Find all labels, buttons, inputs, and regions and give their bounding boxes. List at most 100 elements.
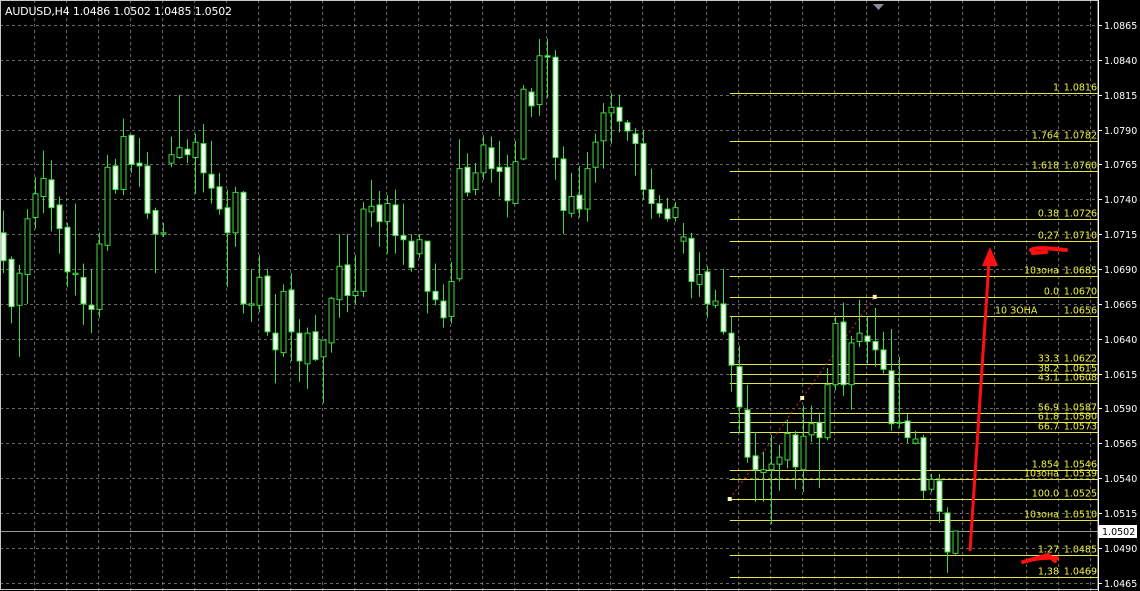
candle [856, 299, 863, 348]
candle-body-bearish [752, 455, 759, 471]
candle [592, 133, 599, 183]
fib-level-price: 1.0726 [1064, 209, 1097, 220]
trendline-anchor-handle[interactable] [727, 497, 732, 502]
candle [152, 207, 159, 274]
candle [920, 434, 927, 500]
candle [8, 256, 15, 324]
candle [448, 262, 455, 324]
candle [536, 39, 543, 116]
axis-tick-label: 1.0615 [1104, 370, 1137, 381]
candle-body-bullish [800, 435, 807, 471]
candle-body-bearish [496, 166, 503, 172]
candle [144, 151, 151, 219]
candle [344, 234, 351, 313]
candle [232, 186, 239, 247]
candle-body-bullish [368, 205, 375, 213]
candle-body-bullish [232, 191, 239, 234]
candle-body-bearish [272, 332, 279, 351]
candle-body-bullish [160, 232, 167, 235]
trendline-anchor-handle[interactable] [800, 395, 805, 400]
candle [120, 118, 127, 196]
axis-tick-label: 1.0840 [1104, 56, 1137, 67]
red-mark-upper [1029, 246, 1068, 255]
axis-tick-label: 1.0690 [1104, 265, 1137, 276]
candle [64, 223, 71, 288]
axis-tick-label: 1.0515 [1104, 509, 1137, 520]
fib-level-label: 0.38 [1038, 209, 1059, 220]
axis-tick-label: 1.0865 [1104, 21, 1137, 32]
candle-body-bullish [856, 332, 863, 342]
fib-level-price: 1.0485 [1064, 545, 1097, 556]
candle [888, 328, 895, 431]
candle [520, 85, 527, 161]
candles [0, 39, 959, 573]
fib-level-price: 1.0670 [1064, 287, 1097, 298]
fib-level-price: 1.0587 [1064, 403, 1097, 414]
candle-body-bearish [720, 303, 727, 333]
candle-body-bearish [56, 204, 63, 230]
current-price-label: 1.0502 [1102, 527, 1135, 538]
candle [104, 154, 111, 251]
candle [432, 263, 439, 306]
candle [136, 137, 143, 187]
candle-body-bearish [144, 165, 151, 214]
candle-body-bullish [584, 168, 591, 210]
fib-level-label: 1.618 [1032, 161, 1059, 172]
candle [168, 136, 175, 168]
fib-level-label: 0.0 [1044, 287, 1059, 298]
candle-body-bearish [128, 134, 135, 165]
candle [632, 128, 639, 176]
candle-body-bearish [208, 173, 215, 189]
fib-level-label: 10зона [1024, 510, 1059, 521]
candle [128, 134, 135, 173]
candle-body-bullish [832, 322, 839, 386]
candle [416, 234, 423, 258]
candle [648, 168, 655, 219]
candle-body-bullish [512, 161, 519, 205]
fib-level-price: 1.0710 [1064, 231, 1097, 242]
candle [576, 165, 583, 218]
candle [424, 240, 431, 314]
candle-body-bearish [544, 55, 551, 58]
chart-shift-marker-icon[interactable] [873, 4, 884, 10]
candle-body-bullish [600, 112, 607, 142]
fib-level-label: 10зона [1024, 266, 1059, 277]
axis-tick-label: 1.0815 [1104, 91, 1137, 102]
candle [256, 255, 263, 313]
fib-level-label: 56.9 [1038, 403, 1059, 414]
candle [208, 140, 215, 204]
price-axis[interactable]: 1.0865 1.0840 1.0815 1.0790 1.0765 1.0740 1.07… [1098, 0, 1137, 591]
candle [832, 316, 839, 391]
candle-body-bearish [216, 186, 223, 210]
candle-body-bullish [848, 342, 855, 386]
trendline-anchor-handle[interactable] [872, 294, 877, 299]
fib-level-price: 1.0685 [1064, 266, 1097, 277]
candle-body-bullish [824, 384, 831, 439]
candle [336, 234, 343, 318]
candle-body-bearish [576, 194, 583, 210]
axis-tick-label: 1.0765 [1104, 160, 1137, 171]
candle-body-bearish [504, 166, 511, 202]
candle [680, 223, 687, 254]
candle [112, 158, 119, 194]
candle [640, 129, 647, 200]
candle-body-bearish [552, 56, 559, 159]
fibonacci-levels[interactable]: 1 1.0816 1.764 1.0782 1.618 1.0760 0.38 1.0726 0… [729, 83, 1098, 578]
candle-body-bearish [80, 276, 87, 305]
candle-body-bearish [656, 203, 663, 214]
fib-level-label: 1,38 [1038, 567, 1059, 578]
candle [96, 232, 103, 318]
candle [72, 203, 79, 296]
candle [552, 50, 559, 180]
candle [776, 444, 783, 491]
candle-body-bearish [152, 209, 159, 235]
candle [272, 294, 279, 384]
candle [304, 327, 311, 389]
candle-body-bearish [112, 165, 119, 191]
axis-tick-label: 1.0640 [1104, 335, 1137, 346]
candle-body-bullish [280, 290, 287, 354]
candle-body-bullish [456, 168, 463, 280]
fib-level-price: 1.0760 [1064, 161, 1097, 172]
fib-level-price: 1.0608 [1064, 373, 1097, 384]
